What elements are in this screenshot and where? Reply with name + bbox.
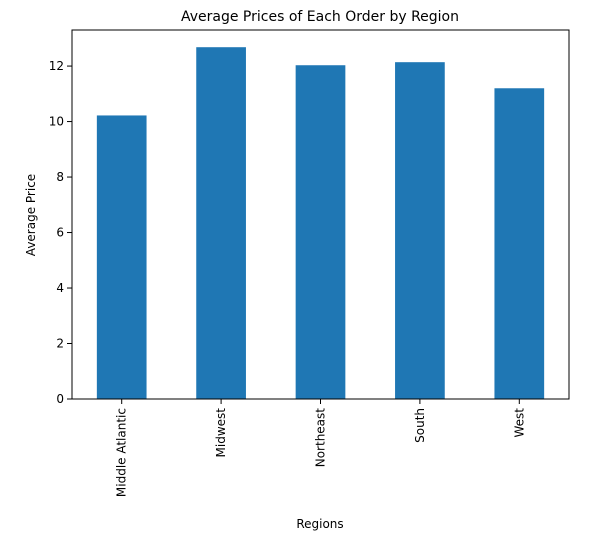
plot-frame bbox=[71, 29, 570, 400]
x-tick-label: Midwest bbox=[214, 408, 228, 458]
y-tick-label: 8 bbox=[56, 170, 64, 184]
y-tick-label: 4 bbox=[56, 281, 64, 295]
chart-title: Average Prices of Each Order by Region bbox=[181, 9, 459, 25]
x-tick-label: Northeast bbox=[314, 408, 328, 468]
x-axis-label: Regions bbox=[296, 517, 343, 531]
bar-west bbox=[494, 88, 545, 400]
x-tick-label: Middle Atlantic bbox=[115, 408, 129, 497]
y-axis-label: Average Price bbox=[24, 174, 38, 256]
y-tick-label: 0 bbox=[56, 392, 64, 406]
y-tick-label: 2 bbox=[56, 337, 64, 351]
bar-midwest bbox=[196, 47, 246, 399]
bar-middle-atlantic bbox=[96, 115, 147, 399]
bar-south bbox=[395, 62, 445, 399]
y-tick-label: 12 bbox=[49, 59, 64, 73]
x-tick-label: West bbox=[512, 408, 526, 438]
x-axis-ticks: Middle Atlantic Midwest Northeast South West bbox=[115, 399, 526, 497]
y-axis-ticks: 0 2 4 6 8 10 12 bbox=[49, 59, 72, 406]
y-tick-label: 6 bbox=[56, 226, 64, 240]
bar-northeast bbox=[295, 65, 346, 399]
bars-group bbox=[96, 47, 545, 400]
x-tick-label: South bbox=[413, 408, 427, 443]
y-tick-label: 10 bbox=[49, 115, 64, 129]
